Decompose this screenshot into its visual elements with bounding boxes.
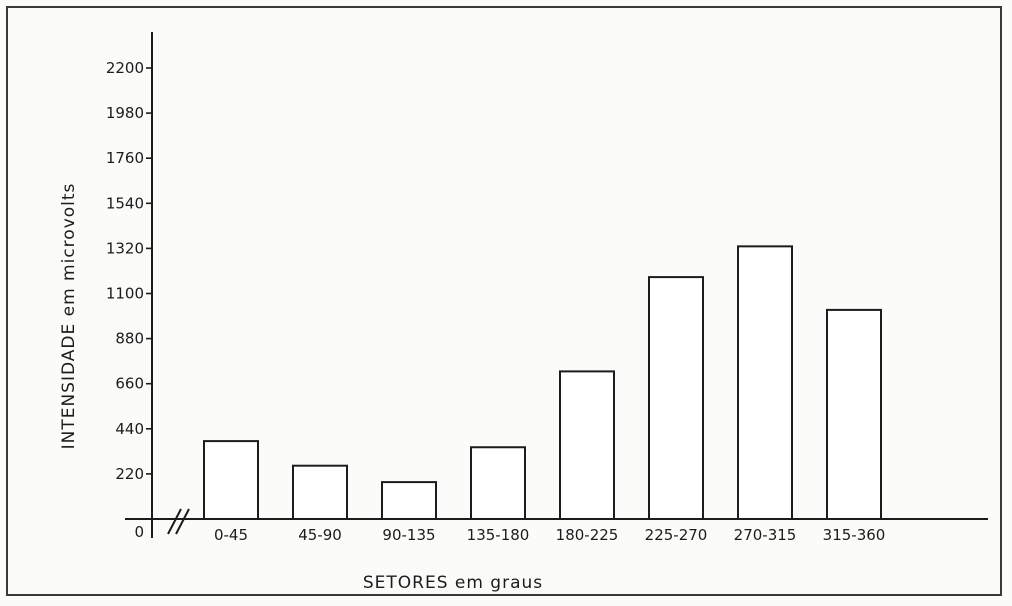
x-axis-categories: 0-45 45-90 90-135 135-180 180-225 225-270 270-…	[214, 526, 885, 544]
bar-225-270	[648, 276, 704, 520]
y-tick-label: 1540	[106, 194, 144, 212]
x-category-label: 225-270	[645, 526, 708, 544]
x-category-label: 315-360	[823, 526, 886, 544]
y-axis-title: INTENSIDADE em microvolts	[59, 183, 79, 450]
x-category-label: 0-45	[214, 526, 248, 544]
x-category-label: 180-225	[556, 526, 619, 544]
x-category-label: 90-135	[382, 526, 435, 544]
y-tick-label: 0	[134, 523, 144, 541]
figure-frame	[6, 6, 1002, 596]
y-axis-ticks: 0 220 440 660 880 1100 1320 1540 1760 1980 2200	[106, 59, 152, 541]
y-tick-label: 1980	[106, 104, 144, 122]
y-tick-label: 1320	[106, 239, 144, 257]
bar-90-135	[381, 481, 437, 521]
bar-180-225	[559, 370, 615, 520]
bar-0-45	[203, 440, 259, 521]
y-tick-label: 1760	[106, 149, 144, 167]
y-tick-label: 2200	[106, 59, 144, 77]
x-category-label: 135-180	[467, 526, 530, 544]
y-tick-label: 1100	[106, 285, 144, 303]
axis-break-mark	[167, 508, 190, 535]
x-axis-title: SETORES em graus	[363, 573, 543, 593]
y-tick-label: 440	[115, 420, 144, 438]
x-category-label: 270-315	[734, 526, 797, 544]
x-category-label: 45-90	[298, 526, 342, 544]
bars	[203, 245, 882, 521]
y-tick-label: 220	[115, 465, 144, 483]
bar-270-315	[737, 245, 793, 520]
bar-45-90	[292, 464, 348, 521]
bar-315-360	[826, 308, 882, 520]
y-tick-label: 880	[115, 330, 144, 348]
bar-135-180	[470, 446, 526, 520]
y-tick-label: 660	[115, 375, 144, 393]
